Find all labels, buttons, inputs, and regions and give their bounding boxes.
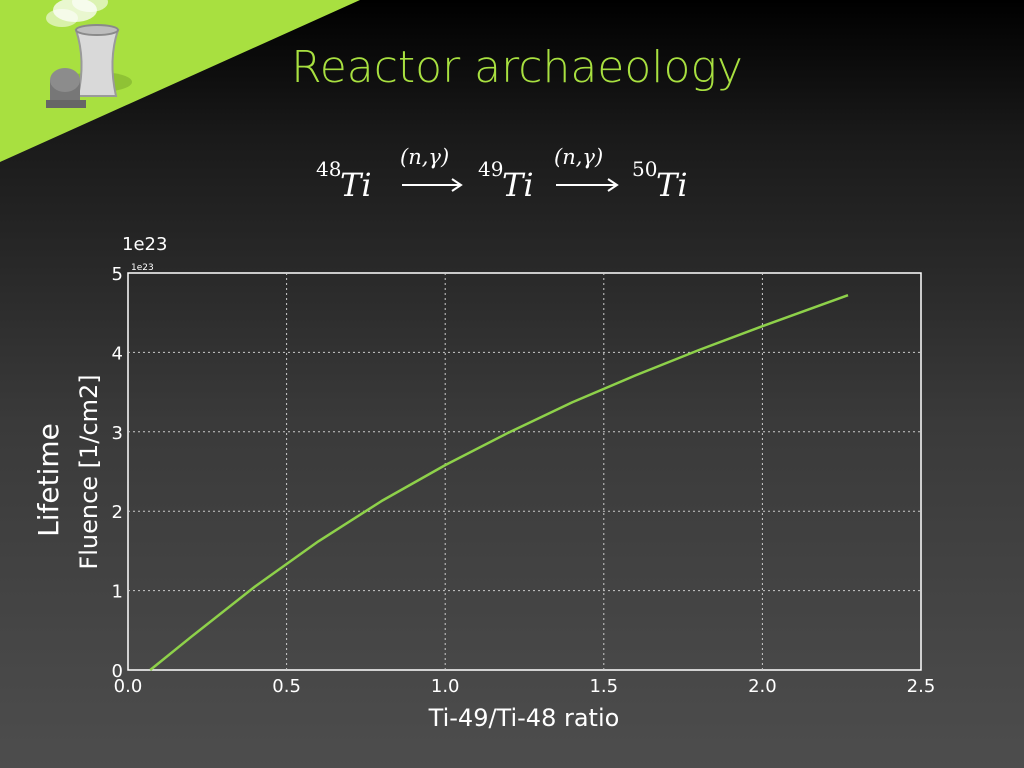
x-tick-label: 0.5 bbox=[272, 676, 301, 697]
reaction-label-1: (n,γ) bbox=[400, 145, 449, 169]
isotope-symbol-50: Ti bbox=[656, 166, 688, 204]
fluence-series-line bbox=[149, 294, 849, 671]
x-tick-label: 1.5 bbox=[589, 676, 618, 697]
x-tick-label: 1.0 bbox=[431, 676, 460, 697]
y-tick-label: 1 bbox=[112, 582, 123, 603]
plot-area-frame bbox=[127, 272, 922, 671]
corner-banner bbox=[0, 0, 360, 162]
reaction-equation: 48 Ti (n,γ) 49 Ti (n,γ) 50 Ti bbox=[316, 145, 688, 204]
y-tick-label: 3 bbox=[112, 423, 123, 444]
y-tick-label: 4 bbox=[112, 343, 123, 364]
isotope-symbol-49: Ti bbox=[502, 166, 534, 204]
isotope-mass-49: 49 bbox=[478, 157, 503, 181]
x-tick-label: 2.0 bbox=[748, 676, 777, 697]
grid-lines bbox=[128, 273, 921, 670]
y-tick-label: 0 bbox=[112, 661, 123, 682]
isotope-symbol-48: Ti bbox=[340, 166, 372, 204]
series-group bbox=[149, 294, 849, 671]
isotope-mass-50: 50 bbox=[632, 157, 657, 181]
y-tick-label: 5 bbox=[112, 264, 123, 285]
offset-label-small: 1e23 bbox=[131, 263, 154, 273]
reaction-label-2: (n,γ) bbox=[554, 145, 603, 169]
x-tick-label: 2.5 bbox=[907, 676, 936, 697]
ticks: 0.0 0.5 1.0 1.5 2.0 2.5 0 1 2 3 4 5 bbox=[112, 264, 936, 697]
x-axis-label: Ti-49/Ti-48 ratio bbox=[428, 704, 620, 732]
y-axis-label: Fluence [1/cm2] bbox=[75, 374, 103, 569]
slide-title: Reactor archaeology bbox=[291, 42, 743, 93]
isotope-mass-48: 48 bbox=[316, 157, 341, 181]
offset-label: 1e23 bbox=[122, 234, 167, 255]
y-tick-label: 2 bbox=[112, 502, 123, 523]
reactor-cooling-tower-icon bbox=[46, 0, 132, 108]
y-axis-label-top: Lifetime bbox=[32, 423, 65, 537]
x-tick-label: 0.0 bbox=[114, 676, 143, 697]
